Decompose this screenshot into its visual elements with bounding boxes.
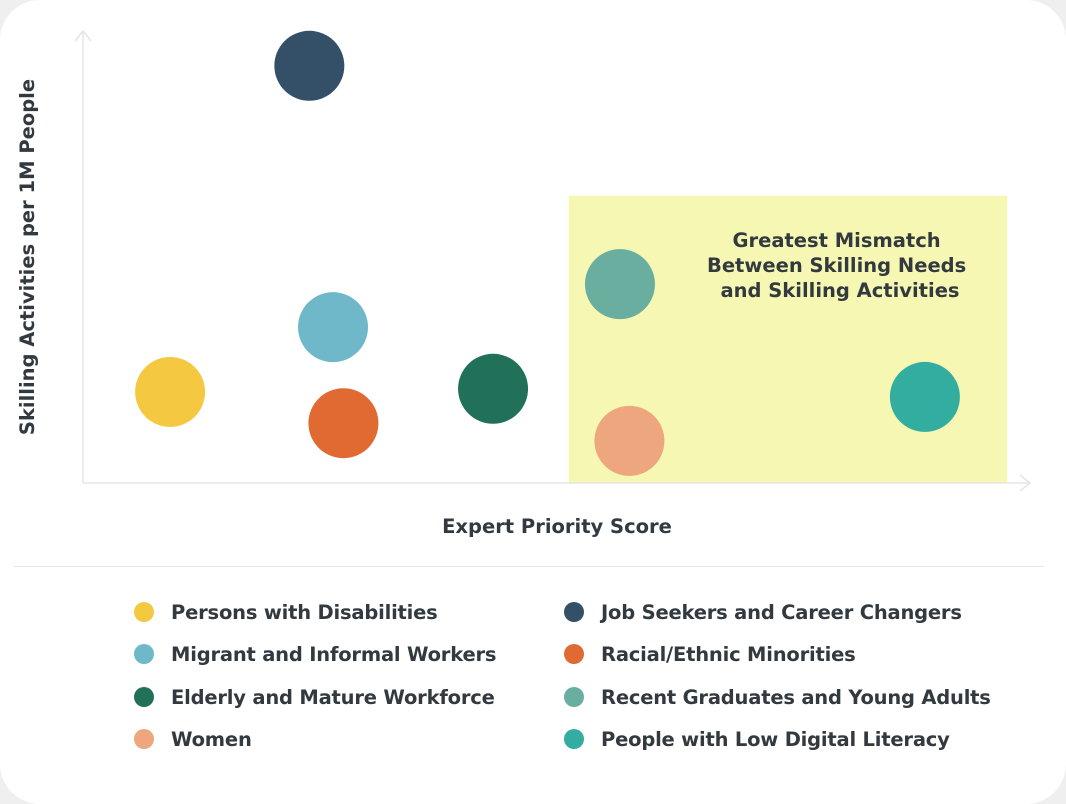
legend-item: People with Low Digital Literacy (564, 727, 950, 751)
annotation-line-3: and Skilling Activities (720, 279, 959, 302)
legend-label: Recent Graduates and Young Adults (601, 685, 991, 709)
y-axis-arrow-icon (74, 29, 92, 42)
x-axis-arrow-icon (1019, 474, 1032, 492)
legend-label: People with Low Digital Literacy (601, 727, 950, 751)
data-point-people-with-low-digital-literacy (889, 361, 960, 432)
legend-item: Recent Graduates and Young Adults (564, 685, 991, 709)
legend-dot-icon (134, 644, 154, 664)
legend-divider (14, 566, 1044, 567)
legend-dot-icon (564, 644, 584, 664)
legend-label: Racial/Ethnic Minorities (601, 642, 856, 666)
annotation-line-2: Between Skilling Needs (707, 254, 966, 277)
legend-dot-icon (564, 687, 584, 707)
legend-item: Persons with Disabilities (134, 600, 438, 624)
legend-label: Job Seekers and Career Changers (601, 600, 962, 624)
legend-dot-icon (564, 729, 584, 749)
data-point-job-seekers-and-career-changers (274, 30, 345, 101)
legend-dot-icon (134, 729, 154, 749)
legend-label: Persons with Disabilities (171, 600, 438, 624)
scatter-chart: Greatest Mismatch Between Skilling Needs… (16, 29, 1032, 538)
legend-label: Migrant and Informal Workers (171, 642, 497, 666)
legend-item: Job Seekers and Career Changers (564, 600, 962, 624)
legend-dot-icon (134, 687, 154, 707)
x-axis-label: Expert Priority Score (442, 515, 672, 538)
data-point-migrant-and-informal-workers (298, 292, 369, 363)
mismatch-annotation: Greatest Mismatch Between Skilling Needs… (707, 229, 973, 302)
data-point-elderly-and-mature-workforce (458, 353, 529, 424)
annotation-line-1: Greatest Mismatch (732, 229, 940, 252)
data-point-women (594, 405, 665, 476)
data-point-recent-graduates-and-young-adults (584, 249, 655, 320)
data-points (135, 30, 960, 476)
legend-item: Racial/Ethnic Minorities (564, 642, 856, 666)
legend-dot-icon (564, 602, 584, 622)
y-axis-label: Skilling Activities per 1M People (16, 79, 39, 435)
data-point-persons-with-disabilities (135, 356, 206, 427)
legend-label: Elderly and Mature Workforce (171, 685, 495, 709)
data-point-racial-ethnic-minorities (308, 388, 379, 459)
legend-label: Women (171, 727, 252, 751)
legend-item: Women (134, 727, 252, 751)
legend-item: Elderly and Mature Workforce (134, 685, 495, 709)
legend-item: Migrant and Informal Workers (134, 642, 497, 666)
legend-dot-icon (134, 602, 154, 622)
